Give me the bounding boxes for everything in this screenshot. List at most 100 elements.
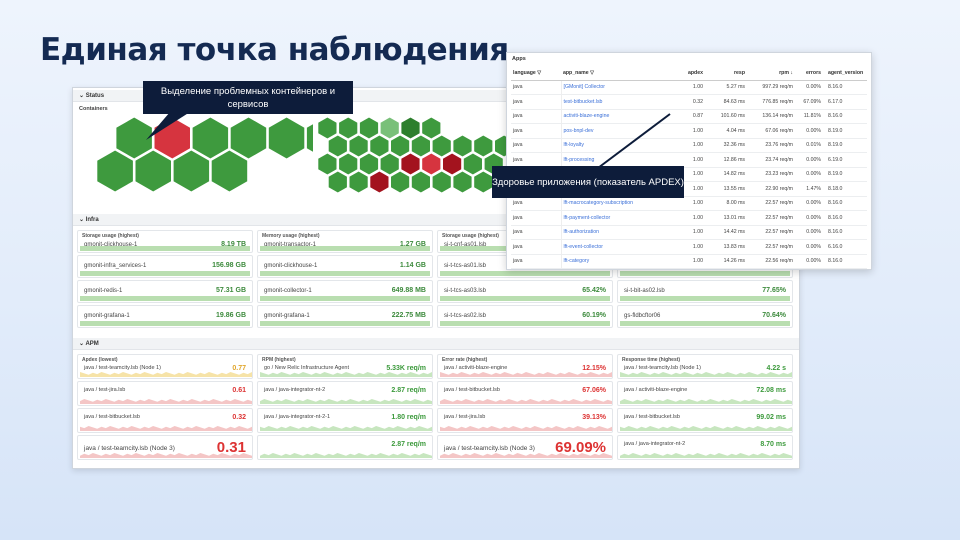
container-hex[interactable] <box>369 170 390 194</box>
container-hex[interactable] <box>305 117 313 159</box>
col-rpm[interactable]: rpm ↓ <box>747 67 795 81</box>
container-hex[interactable] <box>267 116 306 160</box>
container-hex[interactable] <box>358 116 380 140</box>
apps-table-row[interactable]: java lft-category 1.00 14.26 ms 22.56 req/m 0… <box>511 254 867 269</box>
container-hex[interactable] <box>431 134 452 158</box>
container-hex[interactable] <box>337 152 359 176</box>
container-hex[interactable] <box>96 149 135 193</box>
apm-stat-panel[interactable]: 2.87 req/m <box>257 435 433 460</box>
cell-app-name[interactable]: lft-authorization <box>560 225 673 240</box>
apm-stat-panel[interactable]: java / activiti-blaze-engine 72.08 ms <box>617 381 793 406</box>
apm-stat-panel[interactable]: java / test-jira.lsb 39.13% <box>437 408 613 433</box>
infra-stat-panel[interactable]: gs-fldbcftor06 70.64% <box>617 305 793 328</box>
apm-stat-panel[interactable]: Apdex (lowest) java / test-teamcity.lsb (… <box>77 354 253 379</box>
apps-table-row[interactable]: java pos-bnpl-dev 1.00 4.04 ms 67.06 req/m 0.… <box>511 123 867 139</box>
apm-stat-panel[interactable]: java / test-bitbucket.lsb 67.06% <box>437 381 613 406</box>
container-hex[interactable] <box>348 170 369 194</box>
infra-stat-panel[interactable]: gmonit-infra_services-1 156.98 GB <box>77 255 253 278</box>
container-hex[interactable] <box>431 170 452 194</box>
sparkline <box>80 372 252 377</box>
container-hex[interactable] <box>210 149 249 193</box>
apps-table-row[interactable]: java [GMonit] Collector 1.00 5.27 ms 997.29 … <box>511 80 867 95</box>
container-hex[interactable] <box>452 170 473 194</box>
apm-stat-panel[interactable]: java / test-bitbucket.lsb 99.02 ms <box>617 408 793 433</box>
container-hex[interactable] <box>420 116 442 140</box>
container-hex[interactable] <box>134 149 173 193</box>
infra-stat-panel[interactable]: gmonit-grafana-1 222.75 MB <box>257 305 433 328</box>
infra-stat-panel[interactable]: si-t-tcs-as03.lsb 65.42% <box>437 280 613 303</box>
container-hex[interactable] <box>317 152 338 176</box>
infra-stat-panel[interactable]: gmonit-collector-1 649.88 MB <box>257 280 433 303</box>
apm-stat-panel[interactable]: RPM (highest) go / New Relic Infrastructu… <box>257 354 433 379</box>
cell-app-name[interactable]: lft-payment-collector <box>560 210 673 226</box>
apps-table-row[interactable]: java lft-processing 1.00 12.86 ms 23.74 req/… <box>511 152 867 168</box>
container-hex[interactable] <box>473 170 494 194</box>
infra-stat-panel[interactable]: Memory usage (highest) gmonit-transactor-… <box>257 230 433 253</box>
apm-stat-panel[interactable]: java / java-integrator-nt-2 2.87 req/m <box>257 381 433 406</box>
container-hex[interactable] <box>400 116 421 140</box>
container-hex[interactable] <box>441 152 463 176</box>
container-hex[interactable] <box>462 152 484 176</box>
cell-app-name[interactable]: test-bitbucket.lsb <box>560 94 673 110</box>
cell-app-name[interactable]: lft-macrocategory-subscription <box>560 196 673 211</box>
apm-stat-panel[interactable]: java / java-integrator-nt-2 8.70 ms <box>617 435 793 460</box>
apps-table-row[interactable]: java lft-loyalty 1.00 32.36 ms 23.76 req/m 0.… <box>511 138 867 153</box>
infra-stat-panel[interactable]: gmonit-grafana-1 19.86 GB <box>77 305 253 328</box>
apps-table-row[interactable]: java lft-macrocategory-subscription 1.00 8.… <box>511 196 867 211</box>
container-hex[interactable] <box>410 134 432 158</box>
infra-stat-panel[interactable]: Storage usage (highest) gmonit-clickhouse… <box>77 230 253 253</box>
container-hex[interactable] <box>389 170 411 194</box>
container-hex[interactable] <box>410 170 432 194</box>
apm-stat-panel[interactable]: java / test-jira.lsb 0.61 <box>77 381 253 406</box>
col-apdex[interactable]: apdex <box>673 67 705 81</box>
apm-stat-panel[interactable]: Error rate (highest) java / activiti-blaz… <box>437 354 613 379</box>
col-agent-version[interactable]: agent_version <box>823 67 867 81</box>
cell-lang: java <box>511 80 561 95</box>
infra-stat-panel[interactable]: gmonit-clickhouse-1 1.14 GB <box>257 255 433 278</box>
apm-stat-panel[interactable]: java / test-teamcity.lsb (Node 3) 0.31 <box>77 435 253 460</box>
infra-stat-panel[interactable]: gmonit-redis-1 57.31 GB <box>77 280 253 303</box>
container-hex[interactable] <box>115 116 154 160</box>
cell-app-name[interactable]: activiti-blaze-engine <box>560 109 673 124</box>
apps-table-row[interactable]: java lft-payment-collector 1.00 13.01 ms 22.… <box>511 210 867 226</box>
apm-stat-panel[interactable]: Response time (highest) java / test-teamc… <box>617 354 793 379</box>
container-hex[interactable] <box>337 116 359 140</box>
container-hex[interactable] <box>420 152 442 176</box>
col-app-name[interactable]: app_name ▽ <box>561 67 673 81</box>
apm-stat-panel[interactable]: java / test-teamcity.lsb (Node 3) 69.09% <box>437 435 613 460</box>
container-hex[interactable] <box>191 116 230 160</box>
apm-stat-panel[interactable]: java / java-integrator-nt-2-1 1.80 req/m <box>257 408 433 433</box>
container-hex[interactable] <box>327 134 349 158</box>
container-hex[interactable] <box>400 152 421 176</box>
cell-app-name[interactable]: lft-event-collector <box>560 239 673 255</box>
infra-stat-panel[interactable]: si-t-tcs-as02.lsb 60.19% <box>437 305 613 328</box>
container-hex[interactable] <box>452 134 473 158</box>
cell-app-name[interactable]: lft-loyalty <box>560 138 673 153</box>
apm-row-header[interactable]: ⌄ APM <box>73 338 799 350</box>
container-hex[interactable] <box>358 152 380 176</box>
apps-table-row[interactable]: java test-bitbucket.lsb 0.32 84.63 ms 776.85… <box>511 94 867 110</box>
col-errors[interactable]: errors <box>795 67 823 81</box>
container-hex[interactable] <box>389 134 411 158</box>
cell-app-name[interactable]: lft-category <box>560 254 673 269</box>
container-hex[interactable] <box>379 116 401 140</box>
container-hex[interactable] <box>379 152 401 176</box>
col-resp[interactable]: resp <box>705 67 747 81</box>
container-hex[interactable] <box>348 134 369 158</box>
cell-app-name[interactable]: pos-bnpl-dev <box>560 123 673 139</box>
cell-app-name[interactable]: lft-processing <box>560 152 673 168</box>
container-hex[interactable] <box>317 116 338 140</box>
apps-table-row[interactable]: java activiti-blaze-engine 0.87 101.60 ms 13… <box>511 109 867 124</box>
container-hex[interactable] <box>473 134 494 158</box>
container-hex[interactable] <box>229 116 268 160</box>
container-hex[interactable] <box>369 134 390 158</box>
container-hex[interactable] <box>327 170 349 194</box>
col-language[interactable]: language ▽ <box>511 67 561 81</box>
apps-table-row[interactable]: java lft-authorization 1.00 14.42 ms 22.57 r… <box>511 225 867 240</box>
infra-stat-panel[interactable]: si-t-bit-as02.lsb 77.65% <box>617 280 793 303</box>
container-hex[interactable] <box>172 149 211 193</box>
apps-table-row[interactable]: java lft-event-collector 1.00 13.83 ms 22.57… <box>511 239 867 255</box>
cell-app-name[interactable]: [GMonit] Collector <box>560 80 673 95</box>
apm-stat-panel[interactable]: java / test-bitbucket.lsb 0.32 <box>77 408 253 433</box>
apm-item-name: go / New Relic Infrastructure Agent <box>264 365 349 371</box>
